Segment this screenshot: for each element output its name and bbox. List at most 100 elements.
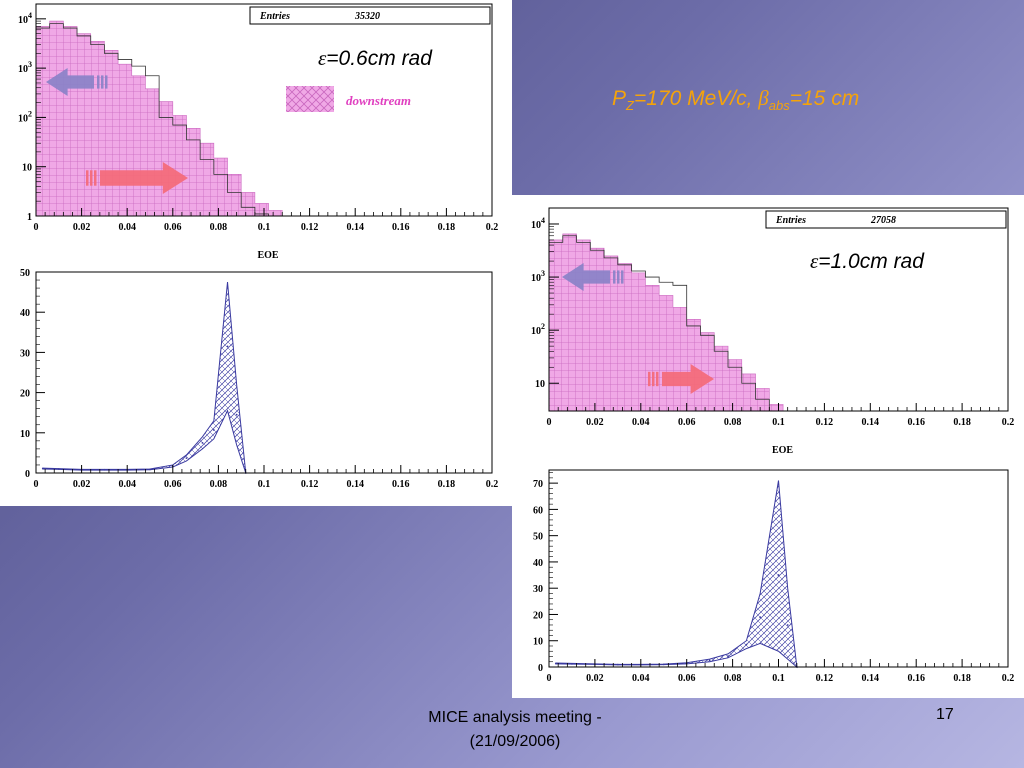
right-top-xtick-label: 0.2 xyxy=(1002,417,1015,428)
left-top-stats-box xyxy=(249,6,491,25)
left-bottom-data-point xyxy=(235,413,238,416)
left-bottom-ytick-label: 20 xyxy=(20,389,30,400)
left-emittance-label: ε=0.6cm rad xyxy=(318,46,432,70)
right-downstream-arrow-tail xyxy=(652,371,655,387)
right-top-stats-label: Entries xyxy=(775,215,806,226)
right-bottom-ytick-label: 40 xyxy=(533,558,543,569)
footer-page-number: 17 xyxy=(936,706,954,723)
right-bottom-data-point xyxy=(727,655,729,657)
right-bottom-data-point xyxy=(662,663,665,666)
left-bottom-ytick-label: 50 xyxy=(20,268,30,279)
right-top-ytick-label: 10 xyxy=(535,379,545,390)
left-top-ytick-label: 102 xyxy=(18,109,32,124)
footer-meeting: MICE analysis meeting - (21/09/2006) xyxy=(428,709,602,750)
right-bottom-xtick-label: 0.2 xyxy=(1002,673,1015,684)
left-top-xtick-label: 0.18 xyxy=(438,222,456,233)
right-bottom-xtick-label: 0.12 xyxy=(816,673,834,684)
left-top-xtick-label: 0.12 xyxy=(301,222,319,233)
right-bottom-ytick-label: 20 xyxy=(533,610,543,621)
right-bottom-ytick-label: 50 xyxy=(533,532,543,543)
left-top-xlabel: EOE xyxy=(257,250,278,261)
right-bottom-data-point xyxy=(786,624,789,626)
left-top-xtick-label: 0.04 xyxy=(118,222,136,233)
left-bottom-xtick-label: 0.04 xyxy=(118,479,136,490)
left-bottom-data-point xyxy=(226,345,229,348)
left-top-ytick-label: 103 xyxy=(18,60,32,75)
right-bottom-ytick-label: 10 xyxy=(533,637,543,648)
left-downstream-arrow xyxy=(100,162,188,194)
right-top-ytick-label: 103 xyxy=(531,269,545,284)
right-bottom-ytick-label: 30 xyxy=(533,584,543,595)
right-bottom-xtick-label: 0.04 xyxy=(632,673,650,684)
right-bottom-ytick-label: 0 xyxy=(538,663,543,674)
left-figure-panel: 0 0.02 0.04 0.06 0.08 0.1 0.12 0.14 0.16 0.18 0.2 1… xyxy=(0,0,512,506)
right-bottom-data-point xyxy=(745,643,748,646)
left-bottom-xtick-label: 0.02 xyxy=(73,479,91,490)
left-bottom-xtick-label: 0.12 xyxy=(301,479,319,490)
right-top-xtick-label: 0.02 xyxy=(586,417,604,428)
right-bottom-ytick-label: 70 xyxy=(533,479,543,490)
left-bottom-xtick-label: 0.1 xyxy=(258,479,271,490)
right-bottom-xtick-label: 0.08 xyxy=(724,673,742,684)
right-bottom-xtick-label: 0.18 xyxy=(953,673,971,684)
left-top-ytick-label: 10 xyxy=(22,163,32,174)
right-bottom-xtick-label: 0.16 xyxy=(907,673,925,684)
left-bottom-xtick-label: 0.2 xyxy=(486,479,499,490)
left-legend-label: downstream xyxy=(346,93,411,108)
right-top-upstream-step-line xyxy=(549,235,825,412)
left-top-xtick-label: 0.08 xyxy=(210,222,228,233)
left-upstream-arrow-tail xyxy=(97,75,100,89)
right-bottom-data-point xyxy=(554,662,557,665)
left-bottom-xtick-label: 0.06 xyxy=(164,479,182,490)
right-bottom-data-point xyxy=(571,662,573,665)
right-downstream-arrow-tail xyxy=(656,371,659,387)
left-bottom-data-point xyxy=(41,467,44,470)
right-bottom-data-point xyxy=(616,663,619,666)
left-top-histogram-fill xyxy=(35,20,337,217)
left-top-ytick-label: 104 xyxy=(18,11,32,26)
right-downstream-arrow-tail xyxy=(648,371,651,387)
left-top-xtick-label: 0.2 xyxy=(486,222,499,233)
left-top-stats-label: Entries xyxy=(259,11,290,22)
right-top-xlabel: EOE xyxy=(772,445,793,456)
right-top-stats-value: 27058 xyxy=(870,215,896,226)
right-bottom-xtick-label: 0 xyxy=(547,673,552,684)
left-bottom-ytick-label: 40 xyxy=(20,308,30,319)
right-top-xtick-label: 0.04 xyxy=(632,417,650,428)
right-top-xtick-label: 0 xyxy=(547,417,552,428)
left-bottom-xtick-label: 0.18 xyxy=(438,479,456,490)
right-figure-panel: 0 0.02 0.04 0.06 0.08 0.1 0.12 0.14 0.16 0.18 0.2 1… xyxy=(512,195,1024,698)
right-top-xtick-label: 0.18 xyxy=(953,417,971,428)
left-bottom-data-point xyxy=(201,441,204,444)
left-top-xtick-label: 0.06 xyxy=(164,222,182,233)
left-bottom-xtick-label: 0.16 xyxy=(392,479,410,490)
left-bottom-plot-frame xyxy=(35,271,493,474)
right-top-ytick-label: 104 xyxy=(531,216,545,231)
left-figure-svg: 0 0.02 0.04 0.06 0.08 0.1 0.12 0.14 0.16 0.18 0.2 1… xyxy=(18,3,499,490)
left-upstream-arrow xyxy=(46,68,94,96)
right-bottom-xtick-label: 0.14 xyxy=(862,673,880,684)
right-upstream-arrow-tail xyxy=(613,270,616,284)
left-bottom-error-band xyxy=(42,282,247,474)
left-bottom-data-point xyxy=(149,468,151,471)
right-top-xtick-label: 0.1 xyxy=(772,417,785,428)
right-bottom-data-point xyxy=(708,659,711,662)
left-bottom-ytick-label: 30 xyxy=(20,348,30,359)
left-top-ytick-label: 1 xyxy=(27,212,32,223)
right-upstream-arrow xyxy=(562,263,610,291)
right-top-xtick-label: 0.14 xyxy=(862,417,880,428)
left-bottom-xtick-label: 0.08 xyxy=(210,479,228,490)
left-top-xtick-label: 0.16 xyxy=(392,222,410,233)
right-bottom-xtick-label: 0.1 xyxy=(772,673,785,684)
left-bottom-data-point xyxy=(103,468,106,471)
right-top-xtick-label: 0.16 xyxy=(907,417,925,428)
right-figure-svg: 0 0.02 0.04 0.06 0.08 0.1 0.12 0.14 0.16 0.18 0.2 1… xyxy=(531,207,1015,684)
right-bottom-xtick-label: 0.06 xyxy=(678,673,696,684)
left-top-stats-value: 35320 xyxy=(354,11,380,22)
left-upstream-arrow-tail xyxy=(101,75,104,89)
right-top-xtick-label: 0.08 xyxy=(724,417,742,428)
left-top-xtick-label: 0.02 xyxy=(73,222,91,233)
left-bottom-data-point xyxy=(185,457,188,460)
right-bottom-data-point xyxy=(759,616,762,618)
right-bottom-data-point xyxy=(777,574,780,576)
